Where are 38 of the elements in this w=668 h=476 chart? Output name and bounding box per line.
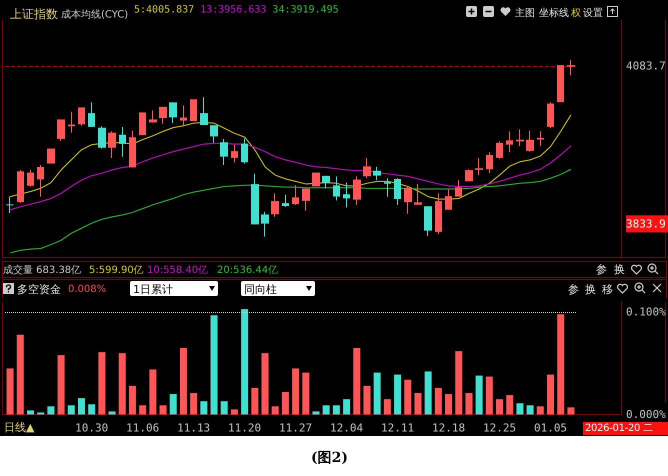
x-tick-label: 11.06 [126,422,160,434]
y-tick-label: 4083.7 [626,59,666,72]
text: 移 [602,283,613,296]
x-tick-label: 01.05 [534,422,568,434]
text: 权 [571,7,581,20]
text: 5:4005.837 [134,4,194,16]
text: 同向柱 [244,283,277,296]
y-tick-label: 0.000% [626,408,666,421]
x-tick-label: 11.20 [228,422,262,434]
chart-title: 多空资金 [17,283,61,296]
text: 设置 [583,7,603,20]
text: 换 [614,263,625,276]
x-tick-label: 12.04 [330,422,364,434]
x-tick-label: 12.18 [432,422,466,434]
chart-subtitle: 成本均线(CYC) [61,8,128,20]
x-tick-label: 11.13 [177,422,210,434]
text: 成交量 683.38亿 [3,264,82,277]
x-tick-label: 12.11 [381,422,414,434]
text: 20:536.44亿 [217,264,278,277]
text: 5:599.90亿 [89,264,144,277]
x-tick-label: 11.27 [279,422,312,434]
text: 换 [585,283,596,296]
chart-title: 上证指数 [10,7,58,21]
x-tick-label: 12.25 [482,422,516,434]
text: 主图 [515,7,535,20]
text: 2026-01-20 二 [583,422,668,435]
text: 参 [568,283,579,296]
text: 1日累计 [133,283,173,296]
x-tick-label: 10.30 [75,422,108,434]
text: 13:3956.633 [200,4,266,16]
text: 日线▲ [4,421,34,434]
text: 参 [596,263,607,276]
text: 0.008% [68,283,106,296]
text: 坐标线 [539,7,569,20]
text: (图2) [311,450,348,466]
text: 34:3919.495 [272,4,339,16]
text: 10:558.40亿 [147,264,208,277]
y-tick-label: 3833.9 [626,217,666,230]
